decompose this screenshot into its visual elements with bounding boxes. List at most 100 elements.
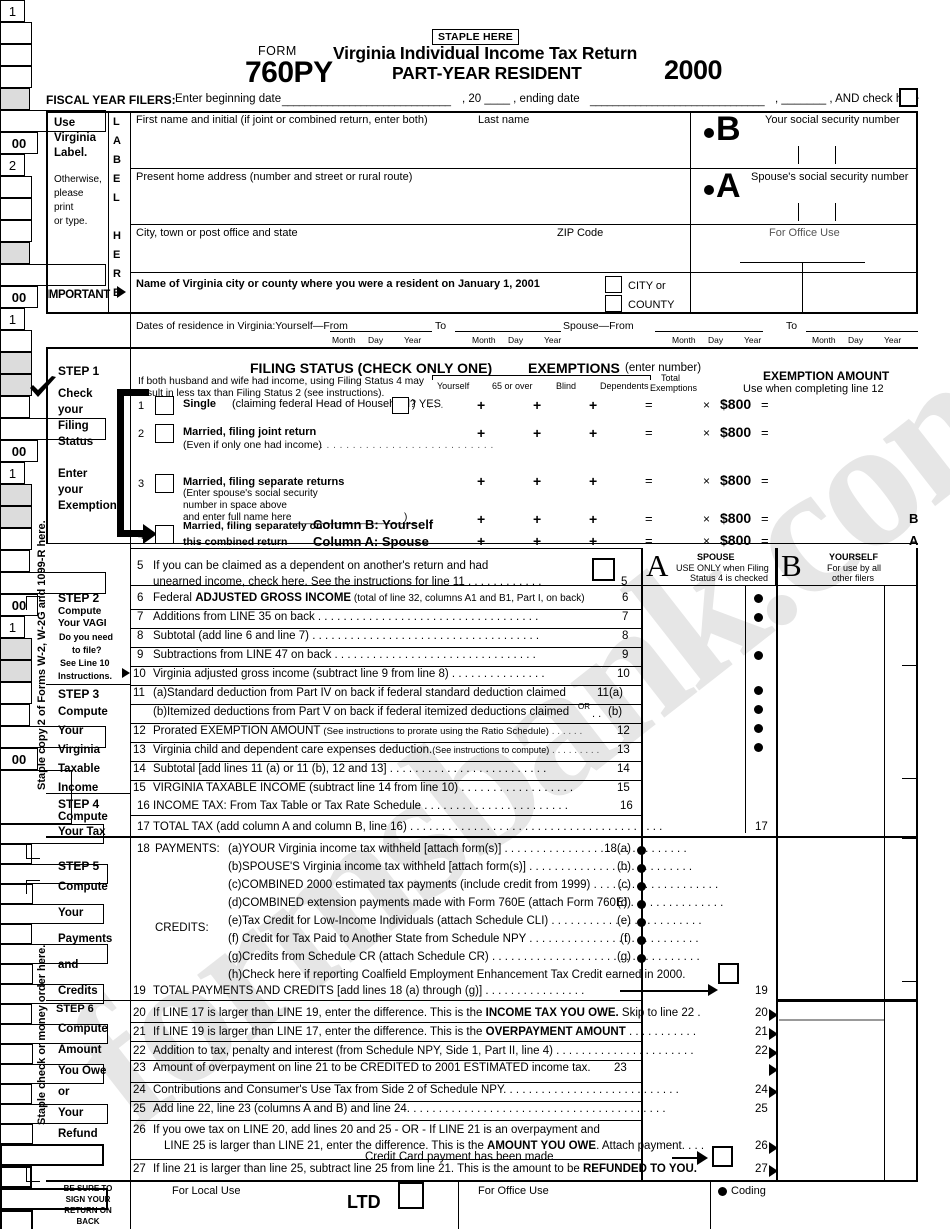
exempt-box-4A-2[interactable] (0, 660, 32, 682)
exempt-yourself-1[interactable]: 1 (0, 0, 25, 22)
line20-21-divider (779, 1019, 884, 1021)
line6-value-b[interactable] (0, 864, 108, 884)
filing-status-checkbox-2[interactable] (155, 424, 174, 443)
line6-value-a[interactable] (0, 824, 104, 844)
multiplier-1: $800 (720, 396, 752, 412)
head-of-household-yes-checkbox[interactable] (392, 397, 409, 414)
exempt-box-2-1[interactable] (0, 176, 32, 198)
equals-sign-3: = (645, 473, 653, 488)
line23-number: 23 (133, 1062, 146, 1074)
fiscal-year-checkbox[interactable] (899, 88, 918, 107)
exempt-box-3-3[interactable] (0, 374, 32, 396)
exempt-box-3-1[interactable] (0, 330, 32, 352)
exempt-box-2-3[interactable] (0, 220, 32, 242)
exempt-yourself-3[interactable]: 1 (0, 308, 25, 330)
step6-sub3: You Owe (58, 1065, 107, 1077)
line12-text-b: (See instructions to prorate using the R… (323, 726, 549, 737)
dates-label: Dates of residence in Virginia:Yourself—… (136, 320, 348, 332)
line11-number: 11 (133, 687, 145, 699)
line26-number: 26 (133, 1124, 146, 1136)
exempt-box-3-2[interactable] (0, 352, 32, 374)
equals2-2: = (761, 425, 769, 440)
exempt-box-4A-1[interactable] (0, 638, 32, 660)
exempt-yourself-2[interactable]: 2 (0, 154, 25, 176)
line18h-checkbox[interactable] (718, 963, 739, 984)
line6-cents-a[interactable] (0, 844, 32, 864)
credit-card-checkbox[interactable] (712, 1146, 733, 1167)
total-exemptions-4B[interactable] (0, 550, 30, 572)
fs-bold-2: Married, filing joint return (183, 426, 317, 438)
step2-sub2: Your VAGI (58, 618, 107, 629)
line9-value-b[interactable] (0, 1104, 108, 1124)
city-label: City, town or post office and state (136, 227, 298, 239)
line8-value-a[interactable] (0, 984, 104, 1004)
exempt-yourself-4B[interactable]: 1 (0, 462, 25, 484)
exemption-amount-2[interactable] (0, 264, 106, 286)
step3-sub5: Income (58, 782, 99, 794)
total-exemptions-4A[interactable] (0, 704, 30, 726)
line15-ref: 15 (617, 782, 630, 794)
exemption-cents-3: 00 (0, 440, 38, 462)
exemption-amount-4B[interactable] (0, 572, 106, 594)
exempt-box-4B-3[interactable] (0, 528, 32, 550)
step3-sub1: Compute (58, 706, 108, 718)
line25-text: Add line 22, line 23 (columns A and B) a… (153, 1103, 666, 1115)
exempt-yourself-4A[interactable]: 1 (0, 616, 25, 638)
line6-cents-b[interactable] (0, 884, 33, 904)
exempt-box-1-3[interactable] (0, 66, 32, 88)
col-total-header1: Total (661, 373, 681, 383)
line7-value-b[interactable] (0, 944, 108, 964)
total-exemptions-2[interactable] (0, 242, 30, 264)
line13-ref: 13 (617, 744, 630, 756)
line7-cents-a[interactable] (0, 924, 32, 944)
exempt-box-4B-2[interactable] (0, 506, 32, 528)
step6-sep-5 (130, 1120, 641, 1122)
line8-cents-a[interactable] (0, 1004, 32, 1024)
line10-cents-b[interactable] (0, 1210, 33, 1229)
for-local-use-label: For Local Use (172, 1185, 241, 1197)
line10-value-a[interactable] (0, 1144, 104, 1166)
step5-sub4: and (58, 959, 79, 971)
line8-value-b[interactable] (0, 1024, 108, 1044)
filing-status-checkbox-3[interactable] (155, 474, 174, 493)
line7-value-a[interactable] (0, 904, 104, 924)
staple-here-box: STAPLE HERE (432, 29, 519, 45)
line8-cents-b[interactable] (0, 1044, 33, 1064)
mdy-1-year: Year (544, 335, 562, 345)
filing-status-checkbox-4[interactable] (155, 525, 174, 544)
line7-cents-b[interactable] (0, 964, 33, 984)
exempt-box-2-2[interactable] (0, 198, 32, 220)
exemption-amount-1[interactable] (0, 110, 106, 132)
multiplier-4B: $800 (720, 510, 752, 526)
row4-tag-A: A (909, 533, 919, 548)
zip-label: ZIP Code (557, 227, 604, 239)
fs-rest-3a: (Enter spouse's social security (183, 488, 318, 499)
line6-number: 6 (137, 592, 144, 604)
line18f-bullet (637, 936, 646, 945)
county-checkbox[interactable] (605, 295, 622, 312)
filing-status-checkbox-1[interactable] (155, 396, 174, 415)
fs-rest-3b: number in space above (183, 500, 287, 511)
total-exemptions-3[interactable] (0, 396, 30, 418)
exemption-amount-4A[interactable] (0, 726, 106, 748)
exempt-box-1-2[interactable] (0, 44, 32, 66)
line9-value-a[interactable] (0, 1064, 104, 1084)
total-exemptions-1[interactable] (0, 88, 30, 110)
times-sign-1: × (703, 398, 711, 412)
column-a-sub1: USE ONLY when Filing (676, 563, 769, 573)
exempt-box-4B-1[interactable] (0, 484, 32, 506)
ltd-checkbox[interactable] (398, 1182, 424, 1209)
exemption-amount-3[interactable] (0, 418, 106, 440)
line13-text-c: . . . . . . . . . (549, 745, 600, 756)
exempt-box-4A-3[interactable] (0, 682, 32, 704)
mdy-1-month: Month (472, 335, 496, 345)
city-checkbox[interactable] (605, 276, 622, 293)
line5-text-a: If you can be claimed as a dependent on … (153, 560, 489, 572)
line5-checkbox[interactable] (592, 558, 615, 581)
line10-cents-a[interactable] (0, 1166, 32, 1188)
exempt-box-1-1[interactable] (0, 22, 32, 44)
line9-cents-b[interactable] (0, 1124, 33, 1144)
line22-number: 22 (133, 1045, 146, 1057)
line9-cents-a[interactable] (0, 1084, 32, 1104)
line10-value-b[interactable] (0, 1188, 108, 1210)
